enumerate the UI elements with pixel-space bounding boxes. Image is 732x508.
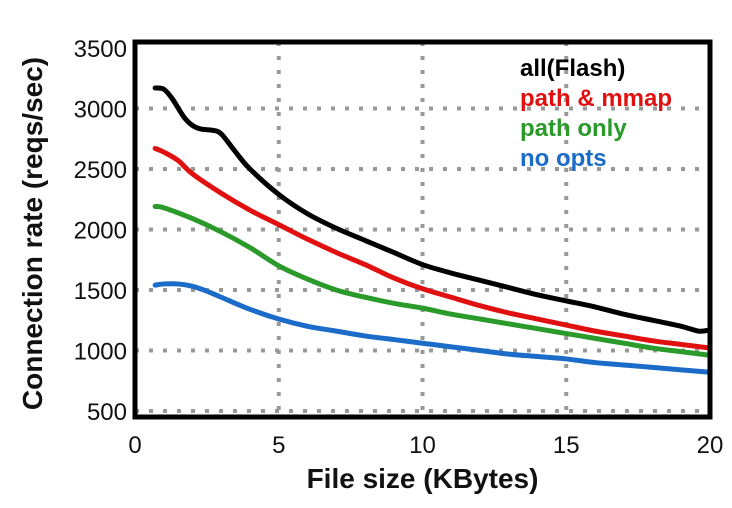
y-tick-label: 3500 <box>74 36 127 63</box>
y-tick-label: 3000 <box>74 97 127 124</box>
x-tick-label: 15 <box>553 432 580 459</box>
y-tick-labels: 500 1000 1500 2000 2500 3000 3500 <box>74 36 127 426</box>
series-line-no-opts <box>155 284 710 373</box>
y-tick-label: 2500 <box>74 157 127 184</box>
y-tick-label: 500 <box>87 399 127 426</box>
legend-entry: path only <box>520 115 627 142</box>
y-axis-title: Connection rate (reqs/sec) <box>17 57 48 410</box>
x-tick-label: 10 <box>409 432 436 459</box>
legend-entry: path & mmap <box>520 85 672 112</box>
legend-entry: all(Flash) <box>520 55 625 82</box>
x-tick-label: 5 <box>272 432 285 459</box>
x-tick-label: 0 <box>128 432 141 459</box>
y-tick-label: 1500 <box>74 278 127 305</box>
legend-entry: no opts <box>520 145 607 172</box>
x-tick-label: 20 <box>697 432 724 459</box>
y-tick-label: 2000 <box>74 218 127 245</box>
x-tick-labels: 0 5 10 15 20 <box>128 432 723 459</box>
x-axis-title: File size (KBytes) <box>307 463 539 494</box>
series-line-path-mmap <box>155 148 710 348</box>
legend: all(Flash) path & mmap path only no opts <box>520 55 672 172</box>
series-line-all-flash- <box>155 88 710 331</box>
y-tick-label: 1000 <box>74 338 127 365</box>
